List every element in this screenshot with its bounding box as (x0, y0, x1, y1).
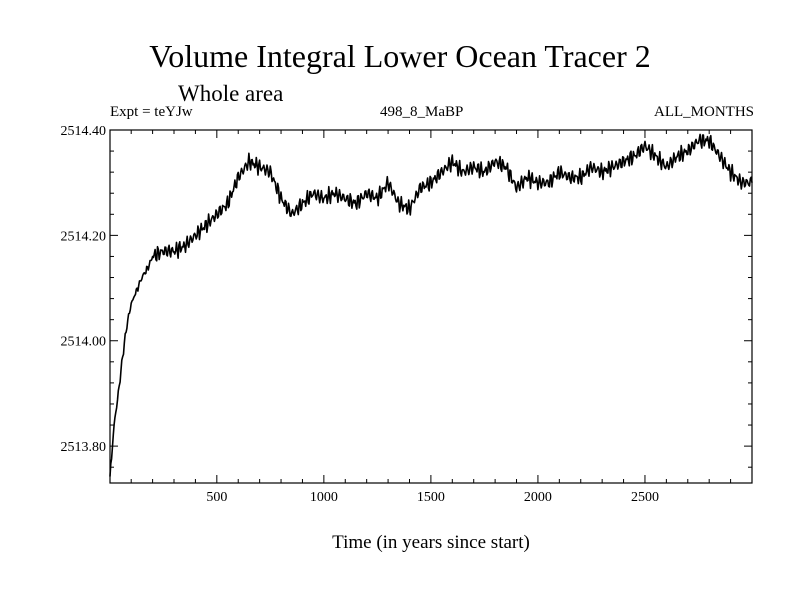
experiment-label: Expt = teYJw (110, 104, 193, 120)
series-line (109, 133, 753, 477)
run-label: 498_8_MaBP (380, 104, 464, 120)
x-tick-label: 2500 (631, 490, 659, 505)
x-tick-label: 1500 (417, 490, 445, 505)
months-label: ALL_MONTHS (654, 104, 754, 120)
chart-subtitle: Whole area (178, 81, 284, 106)
x-tick-label: 1000 (310, 490, 338, 505)
x-tick-label: 2000 (524, 490, 552, 505)
chart-title: Volume Integral Lower Ocean Tracer 2 (149, 38, 651, 74)
axis-tick-labels: 500 1000 1500 2000 2500 2513.80 2514.00 2514.20… (61, 124, 659, 505)
y-tick-label: 2514.00 (61, 335, 107, 350)
plot-frame (109, 129, 753, 484)
y-tick-label: 2513.80 (61, 440, 107, 455)
y-tick-label: 2514.40 (61, 124, 107, 139)
x-tick-label: 500 (206, 490, 227, 505)
y-tick-label: 2514.20 (61, 229, 107, 244)
x-axis-label: Time (in years since start) (332, 532, 530, 553)
